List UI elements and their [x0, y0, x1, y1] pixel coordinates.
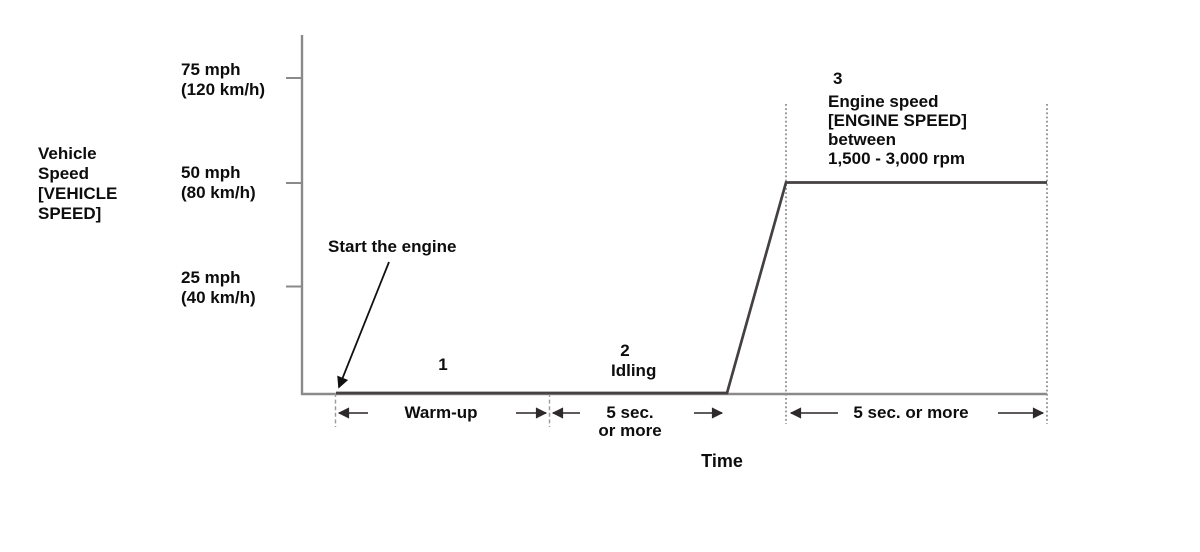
cruise-duration-label: 5 sec. or more [853, 403, 969, 422]
phase-2-idling-label: Idling [611, 361, 657, 380]
phase-3-engine-speed-note: Engine speed [ENGINE SPEED] between 1,50… [828, 92, 967, 168]
y-tick-label-75mph: 75 mph (120 km/h) [181, 60, 266, 99]
idling-duration-label: 5 sec. or more [598, 403, 662, 440]
start-engine-arrow [337, 261, 390, 389]
x-axis-title: Time [701, 451, 743, 471]
phase-1-number: 1 [438, 355, 448, 374]
phase-2-number: 2 [620, 341, 630, 360]
y-axis-title: Vehicle Speed [VEHICLE SPEED] [38, 144, 118, 223]
y-tick-label-50mph: 50 mph (80 km/h) [181, 163, 256, 202]
speed-curve [336, 181, 1047, 395]
warmup-duration-label: Warm-up [404, 403, 478, 422]
y-tick-label-25mph: 25 mph (40 km/h) [181, 268, 256, 307]
phase-3-number: 3 [833, 69, 843, 88]
start-engine-label: Start the engine [328, 237, 457, 256]
